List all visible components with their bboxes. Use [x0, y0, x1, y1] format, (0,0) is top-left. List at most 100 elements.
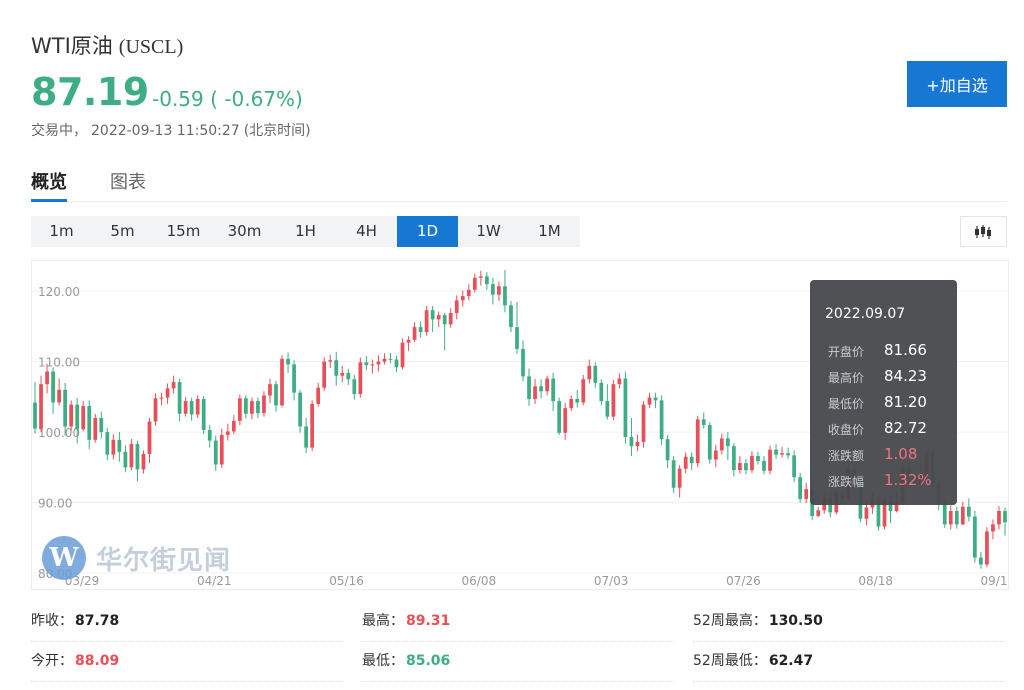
candle-body: [442, 315, 447, 325]
candle-body: [340, 372, 345, 376]
candle-body: [33, 402, 37, 429]
candle-body: [45, 371, 49, 385]
interval-1w[interactable]: 1W: [476, 222, 501, 240]
candle-body: [346, 372, 351, 380]
interval-1m[interactable]: 1m: [49, 222, 74, 240]
chart-type-button[interactable]: [960, 216, 1007, 247]
tooltip-close-label: 收盘价: [828, 423, 865, 437]
tooltip-change-value: 1.08: [884, 445, 918, 463]
candle-body: [165, 388, 170, 398]
watermark: W 华尔街见闻: [42, 536, 231, 580]
candle-body: [677, 468, 682, 488]
candle-body: [105, 432, 110, 455]
x-tick-label: 05/16: [329, 574, 364, 588]
candle-body: [334, 360, 339, 376]
add-watchlist-button[interactable]: +加自选: [907, 61, 1007, 107]
interval-1mo[interactable]: 1M: [538, 222, 561, 240]
candle-body: [521, 348, 525, 377]
candle-body: [225, 431, 230, 435]
candle-body: [219, 434, 224, 465]
tooltip-date: 2022.09.07: [825, 306, 906, 322]
tooltip-change: 涨跌额 1.08: [828, 445, 948, 464]
candle-body: [497, 286, 501, 295]
candle-body: [244, 398, 248, 414]
candle-body: [617, 378, 622, 385]
candle-body: [563, 408, 568, 433]
candle-body: [557, 401, 562, 433]
x-tick-label: 06/08: [462, 574, 497, 588]
candle-body: [647, 397, 652, 405]
candle-body: [551, 378, 556, 402]
candle-body: [780, 453, 784, 455]
candle-body: [774, 449, 778, 455]
candle-body: [231, 420, 236, 432]
stat-label: 今开：: [31, 653, 73, 669]
candle-body: [268, 384, 272, 396]
stat-52w-high: 52周最高： 130.50: [693, 600, 1005, 642]
candle-body: [593, 365, 598, 383]
candle-body: [701, 419, 706, 426]
candle-body: [876, 499, 881, 527]
candle-body: [159, 397, 164, 399]
tab-chart[interactable]: 图表: [110, 172, 146, 193]
candle-body: [478, 276, 483, 278]
tooltip-close-value: 82.72: [884, 419, 927, 437]
candle-body: [484, 276, 489, 285]
candle-body: [141, 453, 146, 470]
watermark-logo: W: [42, 536, 86, 580]
candle-body: [394, 359, 399, 368]
candle-body: [189, 401, 194, 415]
tab-bar: 概览 图表: [31, 160, 1007, 202]
candle-body: [762, 460, 766, 471]
x-tick-label: 07/26: [726, 574, 761, 588]
candle-body: [418, 327, 423, 333]
interval-4h[interactable]: 4H: [356, 222, 377, 240]
candle-body: [87, 406, 92, 440]
candle-body: [213, 440, 218, 465]
candle-body: [527, 376, 531, 399]
candle-body: [460, 296, 465, 301]
candle-body: [262, 395, 266, 414]
stat-value: 85.06: [406, 653, 451, 669]
y-tick-label: 100.00: [38, 426, 80, 440]
candle-body: [659, 400, 664, 440]
candle-tooltip: 2022.09.07 开盘价 81.66 最高价 84.23 最低价 81.20 收盘…: [810, 280, 957, 505]
candle-body: [629, 437, 634, 447]
candle-body: [123, 451, 128, 468]
candle-body: [135, 444, 140, 470]
candle-body: [954, 511, 959, 525]
price-chart[interactable]: 120.00110.00100.0090.0080.0003/2904/2105…: [31, 260, 1009, 590]
candle-body: [292, 364, 296, 393]
candle-body: [153, 398, 158, 422]
tab-overview[interactable]: 概览: [31, 172, 67, 193]
candle-body: [358, 362, 363, 395]
tooltip-open-value: 81.66: [884, 341, 927, 359]
candlestick-icon: [974, 224, 991, 239]
candle-body: [641, 404, 646, 442]
y-tick-label: 110.00: [38, 356, 80, 370]
tooltip-change-label: 涨跌额: [828, 449, 865, 463]
interval-30m[interactable]: 30m: [227, 222, 262, 240]
trading-status: 交易中， 2022-09-13 11:50:27 (北京时间): [31, 120, 315, 140]
candle-body: [665, 439, 670, 461]
candle-body: [448, 313, 453, 325]
instrument-code: (USCL): [118, 36, 184, 58]
candle-body: [376, 361, 381, 365]
price-change: -0.59 ( -0.67%): [152, 87, 303, 111]
candle-body: [738, 463, 742, 471]
interval-15m[interactable]: 15m: [166, 222, 201, 240]
stat-label: 昨收：: [31, 613, 73, 629]
candle-body: [623, 378, 628, 438]
candle-body: [117, 439, 122, 452]
candle-body: [942, 503, 947, 525]
interval-1h[interactable]: 1H: [295, 222, 316, 240]
candle-body: [454, 300, 459, 314]
interval-5m[interactable]: 5m: [110, 222, 135, 240]
tooltip-open-label: 开盘价: [828, 345, 865, 359]
candle-body: [804, 489, 809, 500]
stat-value: 130.50: [768, 613, 823, 629]
candle-body: [195, 398, 200, 415]
candle-body: [147, 421, 152, 454]
candle-body: [689, 456, 694, 464]
interval-1d[interactable]: 1D: [397, 216, 458, 247]
